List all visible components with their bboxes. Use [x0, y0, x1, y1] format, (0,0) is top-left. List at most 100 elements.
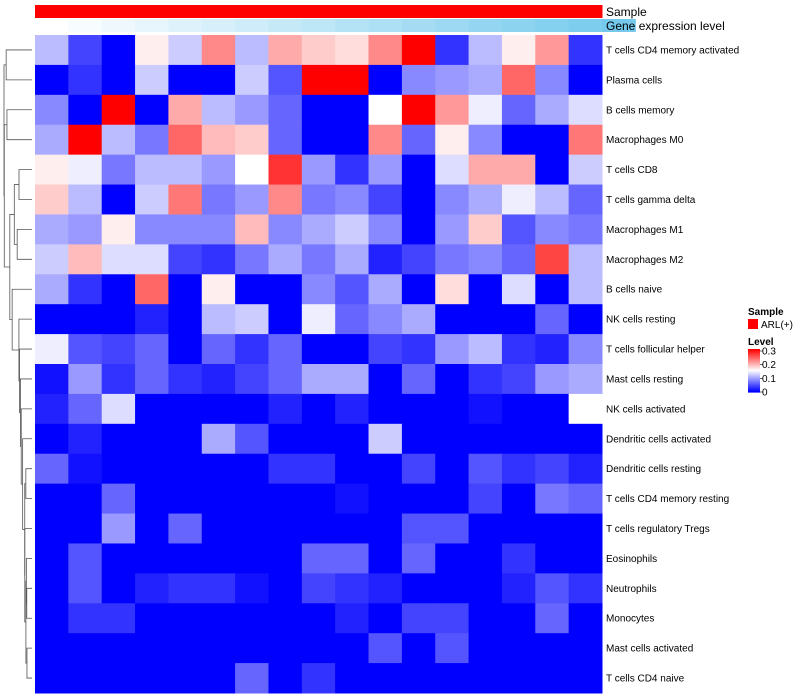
- heatmap-cell: [168, 573, 203, 604]
- row-label: Plasma cells: [606, 75, 662, 86]
- heatmap-cell: [401, 453, 436, 485]
- heatmap-cell: [135, 603, 169, 634]
- row-label: Macrophages M2: [606, 255, 684, 266]
- heatmap-cell: [335, 334, 370, 365]
- heatmap-cell: [501, 573, 536, 604]
- heatmap-cell: [335, 154, 370, 186]
- heatmap-cell: [35, 573, 69, 604]
- heatmap-cell: [135, 393, 169, 425]
- legend-colorbar-segment: [748, 370, 760, 373]
- heatmap-cell: [301, 244, 336, 275]
- legend-colorbar-segment: [748, 378, 760, 380]
- legend-colorbar-segment: [748, 389, 760, 392]
- legend-colorbar-segment: [748, 364, 760, 366]
- heatmap-cell: [168, 364, 203, 395]
- sample-annotation-cell: [568, 5, 603, 18]
- heatmap-cell: [101, 124, 136, 156]
- heatmap-cell: [401, 124, 436, 156]
- heatmap-cell: [135, 154, 169, 186]
- heatmap-cell: [501, 154, 536, 186]
- row-label: Monocytes: [606, 614, 654, 625]
- row-label: Dendritic cells resting: [606, 464, 701, 475]
- heatmap-cell: [268, 423, 303, 455]
- heatmap-cell: [135, 64, 169, 96]
- heatmap-cell: [201, 334, 236, 365]
- heatmap-cell: [401, 633, 436, 664]
- heatmap-cell: [368, 94, 403, 126]
- row-label: T cells regulatory Tregs: [606, 524, 710, 535]
- heatmap-cell: [535, 423, 570, 455]
- heatmap-cell: [468, 124, 503, 156]
- row-dendrogram: [3, 49, 32, 679]
- heatmap-cell: [435, 573, 470, 604]
- heatmap-cell: [468, 184, 503, 215]
- heatmap-cell: [368, 334, 403, 365]
- legend-colorbar-segment: [748, 373, 760, 376]
- heatmap-cell: [368, 663, 403, 694]
- heatmap-cell: [268, 304, 303, 335]
- heatmap-cell: [568, 573, 603, 604]
- dendrogram-branch: [26, 647, 32, 679]
- dendrogram-branch: [3, 124, 10, 268]
- heatmap-cell: [235, 633, 269, 664]
- heatmap-cell: [101, 663, 136, 694]
- legend-level-title: Level: [748, 337, 774, 348]
- heatmap-cell: [268, 453, 303, 485]
- legend-colorbar-segment: [748, 359, 760, 362]
- heatmap-cell: [35, 513, 69, 544]
- legend-tick-label: 0.3: [762, 347, 776, 358]
- heatmap-cell: [501, 334, 536, 365]
- heatmap-cell: [201, 274, 236, 305]
- dendrogram-branch: [9, 214, 15, 321]
- heatmap-cell: [68, 483, 103, 515]
- heatmap-cell: [468, 244, 503, 275]
- heatmap-cell: [135, 244, 169, 275]
- gene-expression-annotation-bar: [35, 19, 636, 32]
- heatmap-cell: [201, 393, 236, 425]
- heatmap-cell: [201, 35, 236, 66]
- row-label: NK cells activated: [606, 404, 685, 415]
- heatmap-cell: [335, 453, 370, 485]
- heatmap-cell: [201, 603, 236, 634]
- heatmap-cell: [201, 663, 236, 694]
- heatmap-cell: [401, 663, 436, 694]
- legend-colorbar-segment: [748, 375, 760, 378]
- legend-colorbar-segment: [748, 362, 760, 365]
- legend-colorbar-segment: [748, 386, 760, 389]
- heatmap-cell: [501, 543, 536, 574]
- heatmap-cell: [35, 423, 69, 455]
- heatmap-cell: [368, 364, 403, 395]
- legend-colorbar-segment: [748, 354, 760, 357]
- dendrogram-branch: [25, 558, 32, 604]
- heatmap-cell: [368, 64, 403, 96]
- heatmap-cell: [268, 184, 303, 215]
- heatmap-cell: [501, 124, 536, 156]
- heatmap-cell: [335, 124, 370, 156]
- heatmap-cell: [101, 423, 136, 455]
- heatmap-cell: [268, 663, 303, 694]
- legend-colorbar-segment: [748, 384, 760, 387]
- heatmap-cell: [568, 214, 603, 245]
- heatmap-cell: [168, 94, 203, 126]
- legend-level-ticks: 0.3 0.2 0.1 0: [760, 347, 776, 399]
- gene-expression-annotation-cell: [268, 19, 303, 32]
- heatmap-cell: [135, 304, 169, 335]
- heatmap-cell: [401, 543, 436, 574]
- dendrogram-branch: [22, 438, 32, 530]
- heatmap-cell: [168, 633, 203, 664]
- legend-colorbar-segment: [748, 372, 760, 375]
- heatmap-cell: [535, 483, 570, 515]
- heatmap-cell: [535, 184, 570, 215]
- legend-colorbar-segment: [748, 390, 760, 393]
- row-label: T cells follicular helper: [606, 345, 705, 356]
- sample-annotation-cell: [268, 5, 303, 18]
- heatmap-cell: [435, 393, 470, 425]
- heatmap-cell: [35, 633, 69, 664]
- dendrogram-branch: [18, 318, 32, 382]
- heatmap-cell: [101, 304, 136, 335]
- heatmap-cell: [235, 573, 269, 604]
- legend-colorbar-segment: [748, 360, 760, 363]
- heatmap-cell: [535, 573, 570, 604]
- heatmap-cell: [301, 364, 336, 395]
- heatmap-cell: [535, 603, 570, 634]
